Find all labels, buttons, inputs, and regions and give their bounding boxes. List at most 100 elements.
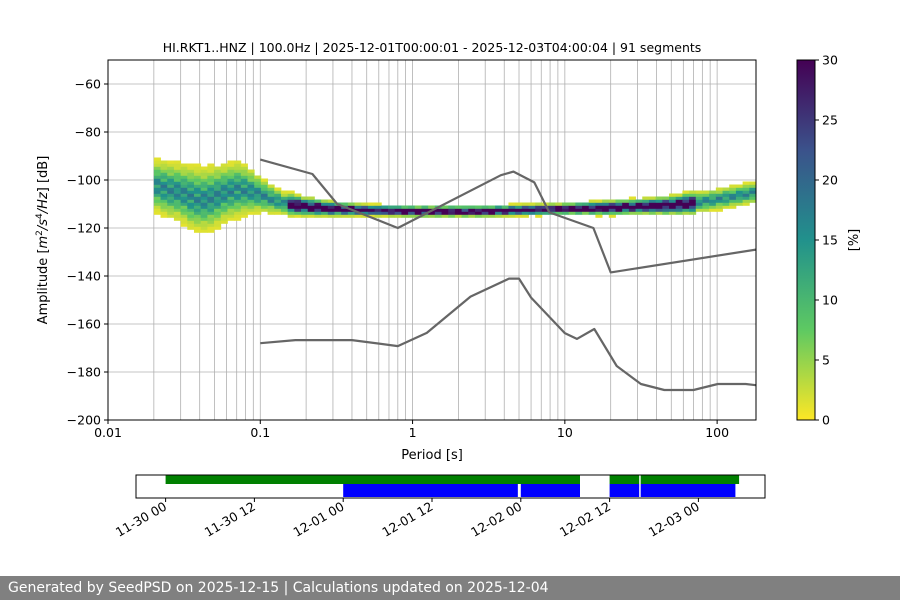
heatmap-cell — [193, 196, 202, 200]
heatmap-cell — [160, 193, 168, 197]
heatmap-cell — [234, 208, 242, 212]
heatmap-cell — [240, 163, 248, 167]
nlnm-line — [260, 277, 756, 392]
heatmap-cell — [702, 208, 710, 212]
heatmap-cell — [441, 208, 449, 212]
heatmap-cell — [153, 202, 161, 206]
heatmap-cell — [267, 205, 275, 209]
heatmap-cell — [354, 214, 362, 218]
heatmap-cell — [187, 226, 195, 230]
colorbar: 0 5 10 15 20 25 30 [%] — [796, 53, 862, 428]
heatmap-cell — [173, 217, 182, 221]
heatmap-cell — [555, 205, 563, 209]
heatmap-cell — [535, 202, 543, 206]
heatmap-cell — [715, 208, 723, 212]
heatmap-cell — [354, 208, 362, 212]
heatmap-cell — [374, 211, 382, 215]
heatmap-cell — [307, 199, 315, 203]
heatmap-cell — [488, 214, 496, 218]
heatmap-cell — [247, 202, 255, 206]
plot-frame — [107, 59, 757, 421]
heatmap-cell — [481, 214, 489, 218]
heatmap-cell — [695, 199, 703, 203]
heatmap-cell — [361, 208, 369, 212]
heatmap-cell — [240, 178, 248, 182]
heatmap-cell — [193, 193, 202, 197]
heatmap-cell — [173, 214, 182, 218]
heatmap-cell — [742, 187, 750, 191]
heatmap-cell — [153, 163, 161, 167]
heatmap-cell — [240, 202, 248, 206]
heatmap-cell — [515, 205, 523, 209]
heatmap-cell — [220, 172, 228, 176]
heatmap-cell — [234, 202, 242, 206]
plot-background — [108, 60, 756, 420]
heatmap-cell — [274, 187, 282, 191]
heatmap-cell — [200, 205, 208, 209]
heatmap-cell — [642, 202, 650, 206]
heatmap-cell — [508, 202, 516, 206]
footer-text: Generated by SeedPSD on 2025-12-15 | Cal… — [8, 580, 549, 596]
heatmap-cell — [588, 211, 596, 215]
heatmap-cell — [515, 211, 523, 215]
heatmap-cell — [575, 211, 583, 215]
heatmap-cell — [227, 196, 235, 200]
y-tick-label: −60 — [75, 77, 101, 92]
heatmap-cell — [628, 202, 636, 206]
heatmap-cell — [622, 199, 630, 203]
heatmap-cell — [682, 211, 690, 215]
heatmap-cell — [642, 208, 650, 212]
heatmap-cell — [695, 190, 703, 194]
heatmap-cell — [642, 196, 650, 200]
y-axis-ticks: −60 −80 −100 −120 −140 −160 −180 −200 — [67, 77, 108, 428]
heatmap-cell — [314, 205, 322, 209]
heatmap-cell — [294, 196, 302, 200]
heatmap-cell — [180, 217, 188, 221]
heatmap-cell — [468, 205, 476, 209]
heatmap-cell — [280, 199, 289, 203]
heatmap-cell — [260, 178, 268, 182]
heatmap-cell — [568, 208, 576, 212]
heatmap-cell — [394, 205, 402, 209]
heatmap-cell — [227, 169, 235, 173]
colorbar-label: [%] — [847, 229, 862, 252]
heatmap-cell — [301, 208, 309, 212]
heatmap-cell — [207, 217, 215, 221]
heatmap-cell — [301, 205, 309, 209]
heatmap-cell — [173, 190, 182, 194]
heatmap-cell — [193, 190, 202, 194]
heatmap-cell — [193, 169, 202, 173]
heatmap-cell — [381, 214, 389, 218]
heatmap-cell — [173, 184, 182, 188]
heatmap-cell — [582, 205, 590, 209]
heatmap-cell — [528, 208, 536, 212]
heatmap-cell — [314, 214, 322, 218]
heatmap-cell — [367, 214, 376, 218]
x-tick-label: 10 — [557, 425, 573, 440]
heatmap-cell — [495, 211, 503, 215]
colorbar-ticks: 0 5 10 15 20 25 30 — [815, 53, 838, 428]
heatmap-cell — [294, 205, 302, 209]
heatmap-cell — [187, 208, 195, 212]
heatmap-cell — [648, 202, 657, 206]
heatmap-cell — [193, 229, 202, 233]
heatmap-cell — [334, 208, 342, 212]
heatmap-cell — [381, 205, 389, 209]
heatmap-cell — [260, 199, 268, 203]
heatmap-cell — [608, 199, 616, 203]
heatmap-cell — [274, 199, 282, 203]
heatmap-cell — [214, 175, 222, 179]
heatmap-cell — [267, 202, 275, 206]
heatmap-cell — [207, 190, 215, 194]
heatmap-cell — [247, 169, 255, 173]
heatmap-cell — [602, 202, 610, 206]
heatmap-cell — [234, 178, 242, 182]
heatmap-cell — [240, 208, 248, 212]
heatmap-cell — [709, 202, 717, 206]
heatmap-cell — [735, 190, 744, 194]
heatmap-cell — [381, 211, 389, 215]
heatmap-cell — [240, 181, 248, 185]
heatmap-cell — [508, 214, 516, 218]
heatmap-cell — [722, 187, 730, 191]
heatmap-cell — [568, 202, 576, 206]
